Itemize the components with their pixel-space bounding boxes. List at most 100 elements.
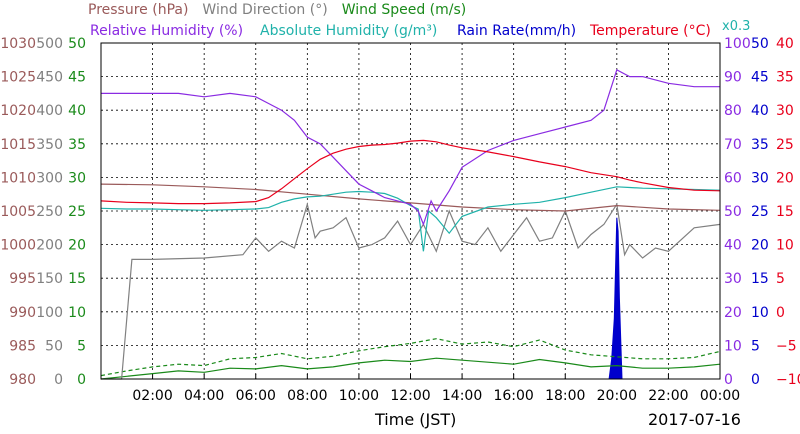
y-tick-label-wind-direction: 400 — [36, 103, 63, 119]
series-relative-humidity — [101, 69, 720, 227]
y-tick-label-rain-rate: 45 — [751, 70, 769, 86]
y-tick-label-rain-rate: 30 — [751, 170, 769, 186]
y-tick-label-pressure: 1025 — [0, 70, 36, 86]
y-tick-label-temperature: 20 — [776, 170, 794, 186]
y-tick-label-pressure: 1000 — [0, 238, 36, 254]
y-tick-label-humidity: 80 — [724, 103, 742, 119]
y-tick-label-pressure: 1005 — [0, 204, 36, 220]
y-tick-label-wind-speed: 5 — [77, 338, 86, 354]
legend-pressure: Pressure (hPa) — [88, 2, 188, 18]
series — [100, 69, 721, 380]
y-tick-label-temperature: 15 — [776, 204, 794, 220]
y-tick-label-rain-rate: 5 — [751, 338, 760, 354]
date-label: 2017-07-16 — [648, 410, 741, 429]
y-tick-label-humidity: 0 — [724, 372, 733, 388]
legend-scale-note: x0.3 — [722, 19, 750, 34]
plot-frame — [100, 42, 721, 380]
y-tick-label-wind-speed: 15 — [68, 271, 86, 287]
y-tick-label-humidity: 100 — [724, 36, 751, 52]
y-tick-label-rain-rate: 15 — [751, 271, 769, 287]
y-tick-label-rain-rate: 20 — [751, 238, 769, 254]
y-tick-label-pressure: 980 — [9, 372, 36, 388]
y-tick-label-wind-speed: 0 — [77, 372, 86, 388]
y-tick-label-wind-direction: 0 — [54, 372, 63, 388]
y-tick-label-wind-speed: 50 — [68, 36, 86, 52]
x-tick-label: 08:00 — [287, 388, 327, 404]
y-tick-label-rain-rate: 40 — [751, 103, 769, 119]
y-tick-label-wind-direction: 100 — [36, 305, 63, 321]
x-tick-label: 14:00 — [442, 388, 482, 404]
y-tick-label-wind-speed: 45 — [68, 70, 86, 86]
series-absolute-humidity — [100, 186, 721, 252]
y-tick-label-temperature: 40 — [776, 36, 794, 52]
y-tick-label-pressure: 990 — [9, 305, 36, 321]
y-tick-label-rain-rate: 10 — [751, 305, 769, 321]
legend: Pressure (hPa) Wind Direction (°) Wind S… — [88, 2, 750, 39]
y-tick-label-temperature: −5 — [776, 338, 797, 354]
legend-wind-direction: Wind Direction (°) — [202, 2, 327, 18]
y-tick-label-pressure: 1030 — [0, 36, 36, 52]
y-tick-label-wind-direction: 50 — [45, 338, 63, 354]
x-tick-label: 20:00 — [597, 388, 637, 404]
y-tick-label-wind-direction: 200 — [36, 238, 63, 254]
x-tick-label: 02:00 — [132, 388, 172, 404]
y-tick-label-pressure: 995 — [9, 271, 36, 287]
y-tick-label-pressure: 985 — [9, 338, 36, 354]
x-tick-label: 12:00 — [390, 388, 430, 404]
y-tick-label-pressure: 1015 — [0, 137, 36, 153]
y-tick-label-rain-rate: 0 — [751, 372, 760, 388]
y-tick-label-temperature: 30 — [776, 103, 794, 119]
y-tick-label-humidity: 60 — [724, 170, 742, 186]
y-tick-label-wind-direction: 450 — [36, 70, 63, 86]
y-tick-label-wind-speed: 35 — [68, 137, 86, 153]
y-tick-label-wind-speed: 30 — [68, 170, 86, 186]
grid — [101, 43, 720, 379]
x-tick-label: 16:00 — [493, 388, 533, 404]
y-tick-label-pressure: 1020 — [0, 103, 36, 119]
y-tick-label-temperature: 5 — [776, 271, 785, 287]
series-pressure — [100, 183, 721, 212]
x-tick-label: 06:00 — [236, 388, 276, 404]
y-tick-label-pressure: 1010 — [0, 170, 36, 186]
y-tick-label-humidity: 70 — [724, 137, 742, 153]
legend-rain-rate: Rain Rate(mm/h) — [457, 23, 576, 39]
y-tick-label-rain-rate: 35 — [751, 137, 769, 153]
legend-relative-humidity: Relative Humidity (%) — [90, 23, 243, 39]
x-tick-label: 04:00 — [184, 388, 224, 404]
y-tick-label-wind-speed: 20 — [68, 238, 86, 254]
y-tick-label-wind-speed: 25 — [68, 204, 86, 220]
y-tick-label-humidity: 90 — [724, 70, 742, 86]
x-tick-label: 00:00 — [700, 388, 740, 404]
y-tick-label-temperature: 35 — [776, 70, 794, 86]
legend-absolute-humidity: Absolute Humidity (g/m³) — [260, 23, 437, 39]
y-tick-label-wind-direction: 150 — [36, 271, 63, 287]
x-tick-label: 22:00 — [648, 388, 688, 404]
y-tick-label-humidity: 50 — [724, 204, 742, 220]
y-tick-label-rain-rate: 50 — [751, 36, 769, 52]
y-tick-label-wind-speed: 40 — [68, 103, 86, 119]
y-tick-label-humidity: 30 — [724, 271, 742, 287]
series-wind-direction — [101, 201, 721, 380]
y-axes: 9809859909951000100510101015102010251030… — [0, 36, 800, 388]
y-tick-label-temperature: 25 — [776, 137, 794, 153]
y-tick-label-humidity: 20 — [724, 305, 742, 321]
y-tick-label-humidity: 40 — [724, 238, 742, 254]
y-tick-label-wind-direction: 500 — [36, 36, 63, 52]
series-temperature — [100, 139, 721, 205]
y-tick-label-temperature: 10 — [776, 238, 794, 254]
y-tick-label-temperature: 0 — [776, 305, 785, 321]
series-wind-speed-avg — [100, 357, 721, 380]
x-tick-label: 18:00 — [545, 388, 585, 404]
x-axis-title: Time (JST) — [374, 410, 456, 429]
x-axis: 02:00 04:00 06:00 08:00 10:00 12:00 14:00 16:00… — [132, 374, 740, 404]
y-tick-label-wind-direction: 350 — [36, 137, 63, 153]
x-tick-label: 10:00 — [339, 388, 379, 404]
y-tick-label-wind-direction: 300 — [36, 170, 63, 186]
y-tick-label-temperature: −10 — [776, 372, 800, 388]
y-tick-label-humidity: 10 — [724, 338, 742, 354]
legend-temperature: Temperature (°C) — [589, 23, 711, 39]
y-tick-label-rain-rate: 25 — [751, 204, 769, 220]
y-tick-label-wind-direction: 250 — [36, 204, 63, 220]
legend-wind-speed: Wind Speed (m/s) — [342, 2, 467, 18]
